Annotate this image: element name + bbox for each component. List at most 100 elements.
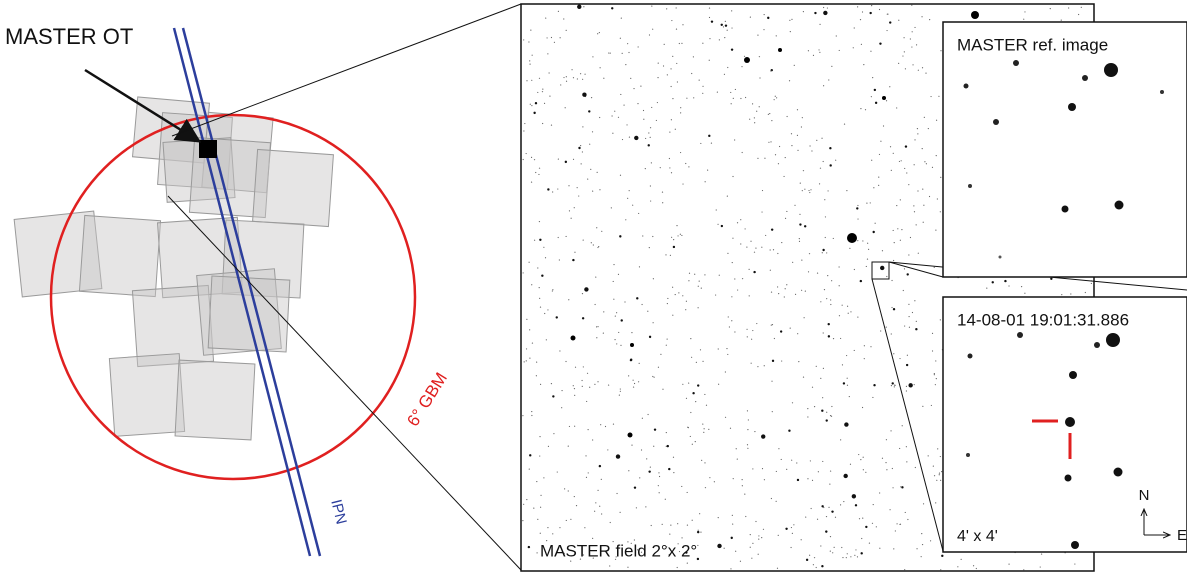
star [992, 281, 994, 283]
star [677, 81, 678, 82]
star [825, 237, 826, 238]
star [559, 259, 560, 260]
star [899, 161, 900, 162]
star [669, 131, 670, 132]
star [671, 86, 672, 87]
star [552, 395, 554, 397]
star [708, 429, 709, 430]
star [523, 504, 524, 505]
star [676, 7, 677, 8]
star [761, 211, 762, 212]
star [679, 43, 680, 44]
star [758, 554, 759, 555]
star [891, 385, 892, 386]
star [557, 471, 558, 472]
star [543, 477, 544, 478]
star [597, 326, 598, 327]
star [688, 382, 689, 383]
star [735, 551, 736, 552]
star [862, 240, 863, 241]
star [727, 354, 728, 355]
star [836, 35, 837, 36]
star [893, 230, 894, 231]
star [709, 17, 710, 18]
star [800, 183, 801, 184]
star [934, 267, 935, 268]
star [539, 298, 540, 299]
star [839, 285, 840, 286]
star [637, 103, 638, 104]
star [1050, 278, 1052, 280]
star [886, 439, 887, 440]
star [621, 18, 622, 19]
star [523, 39, 524, 40]
star [615, 315, 616, 316]
star [582, 79, 583, 80]
star [764, 158, 765, 159]
star [591, 97, 592, 98]
star [643, 110, 644, 111]
star [660, 167, 661, 168]
star [742, 278, 743, 279]
star [732, 515, 733, 516]
star [914, 384, 915, 385]
star [574, 426, 575, 427]
star [861, 538, 862, 539]
star [871, 160, 872, 161]
star [910, 237, 911, 238]
star [566, 520, 567, 521]
star [886, 30, 887, 31]
star [528, 41, 529, 42]
star [830, 536, 831, 537]
star [803, 170, 804, 171]
star [539, 436, 540, 437]
star [588, 110, 590, 112]
star [895, 385, 896, 386]
star [541, 275, 543, 277]
star [558, 11, 559, 12]
star [630, 78, 631, 79]
star [940, 319, 941, 320]
star [626, 124, 627, 125]
star [808, 50, 809, 51]
star [680, 112, 681, 113]
star [589, 144, 590, 145]
star [668, 468, 670, 470]
star [740, 219, 741, 220]
star [558, 158, 559, 159]
star [940, 50, 941, 51]
star [1091, 283, 1092, 284]
star [566, 236, 567, 237]
star [822, 252, 823, 253]
ref-inset: MASTER ref. image [943, 22, 1187, 277]
star [540, 495, 541, 496]
star [758, 539, 759, 540]
star [728, 316, 729, 317]
gbm-label: 6° GBM [403, 369, 451, 430]
star [544, 103, 545, 104]
star [687, 427, 688, 428]
star [536, 362, 537, 363]
star [734, 139, 735, 140]
star [539, 221, 540, 222]
star [875, 223, 876, 224]
star [858, 454, 859, 455]
star [649, 34, 650, 35]
star [698, 530, 699, 531]
east-label: E [1177, 527, 1187, 544]
star [702, 361, 703, 362]
star [803, 377, 804, 378]
star [776, 471, 777, 472]
star [698, 286, 699, 287]
star [778, 535, 779, 536]
star [647, 311, 648, 312]
star [603, 333, 604, 334]
star [754, 117, 755, 118]
star [539, 455, 540, 456]
star [848, 313, 849, 314]
star [746, 246, 747, 247]
star [921, 16, 922, 17]
star [701, 288, 702, 289]
star [839, 315, 840, 316]
star [609, 565, 610, 566]
